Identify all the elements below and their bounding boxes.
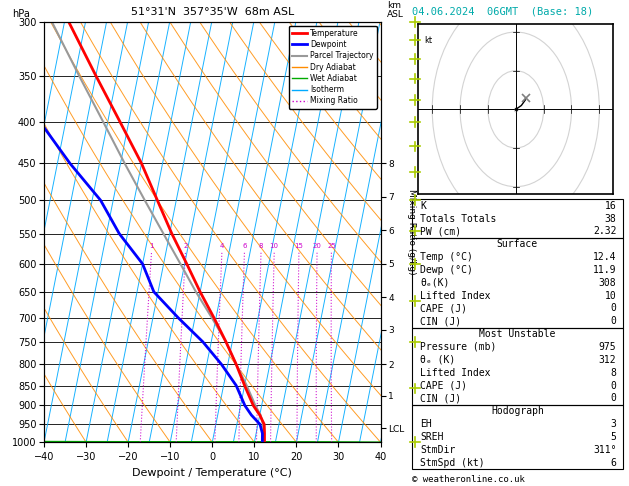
Text: 0: 0 xyxy=(611,381,616,391)
Text: PW (cm): PW (cm) xyxy=(420,226,462,236)
Text: Hodograph: Hodograph xyxy=(491,406,544,416)
Text: 38: 38 xyxy=(604,213,616,224)
Legend: Temperature, Dewpoint, Parcel Trajectory, Dry Adiabat, Wet Adiabat, Isotherm, Mi: Temperature, Dewpoint, Parcel Trajectory… xyxy=(289,26,377,108)
Text: StmSpd (kt): StmSpd (kt) xyxy=(420,457,485,468)
Text: K: K xyxy=(420,201,426,211)
Text: θₑ(K): θₑ(K) xyxy=(420,278,450,288)
Text: 15: 15 xyxy=(294,243,303,249)
Text: 51°31'N  357°35'W  68m ASL: 51°31'N 357°35'W 68m ASL xyxy=(131,7,294,17)
Text: 5: 5 xyxy=(611,432,616,442)
Text: 6: 6 xyxy=(242,243,247,249)
Text: CAPE (J): CAPE (J) xyxy=(420,381,467,391)
Text: kt: kt xyxy=(424,36,432,45)
Text: 2: 2 xyxy=(183,243,187,249)
Text: CAPE (J): CAPE (J) xyxy=(420,303,467,313)
Text: Lifted Index: Lifted Index xyxy=(420,367,491,378)
Text: 0: 0 xyxy=(611,393,616,403)
Text: Temp (°C): Temp (°C) xyxy=(420,252,473,262)
Text: 20: 20 xyxy=(313,243,321,249)
Text: 311°: 311° xyxy=(593,445,616,455)
Text: StmDir: StmDir xyxy=(420,445,455,455)
Y-axis label: Mixing Ratio (g/kg): Mixing Ratio (g/kg) xyxy=(406,189,416,275)
Text: 8: 8 xyxy=(259,243,264,249)
Text: 04.06.2024  06GMT  (Base: 18): 04.06.2024 06GMT (Base: 18) xyxy=(412,6,593,16)
Text: 12.4: 12.4 xyxy=(593,252,616,262)
Text: 3: 3 xyxy=(611,419,616,429)
Text: hPa: hPa xyxy=(13,9,30,19)
Text: 8: 8 xyxy=(611,367,616,378)
Text: 10: 10 xyxy=(270,243,279,249)
X-axis label: Dewpoint / Temperature (°C): Dewpoint / Temperature (°C) xyxy=(132,468,292,478)
Text: CIN (J): CIN (J) xyxy=(420,393,462,403)
Text: Lifted Index: Lifted Index xyxy=(420,291,491,301)
Text: Dewp (°C): Dewp (°C) xyxy=(420,265,473,275)
Text: Most Unstable: Most Unstable xyxy=(479,329,555,339)
Text: Pressure (mb): Pressure (mb) xyxy=(420,342,497,352)
Text: 6: 6 xyxy=(611,457,616,468)
Text: 16: 16 xyxy=(604,201,616,211)
Text: 975: 975 xyxy=(599,342,616,352)
Text: © weatheronline.co.uk: © weatheronline.co.uk xyxy=(412,474,525,484)
Text: Surface: Surface xyxy=(497,239,538,249)
Text: 0: 0 xyxy=(611,303,616,313)
Text: 25: 25 xyxy=(327,243,336,249)
Text: EH: EH xyxy=(420,419,432,429)
Text: CIN (J): CIN (J) xyxy=(420,316,462,326)
Text: SREH: SREH xyxy=(420,432,444,442)
Text: 4: 4 xyxy=(220,243,224,249)
Text: km
ASL: km ASL xyxy=(387,1,404,19)
Text: 308: 308 xyxy=(599,278,616,288)
Text: 312: 312 xyxy=(599,355,616,365)
Text: 0: 0 xyxy=(611,316,616,326)
Text: θₑ (K): θₑ (K) xyxy=(420,355,455,365)
Text: 11.9: 11.9 xyxy=(593,265,616,275)
Text: 10: 10 xyxy=(604,291,616,301)
Text: 2.32: 2.32 xyxy=(593,226,616,236)
Text: 1: 1 xyxy=(149,243,153,249)
Text: Totals Totals: Totals Totals xyxy=(420,213,497,224)
